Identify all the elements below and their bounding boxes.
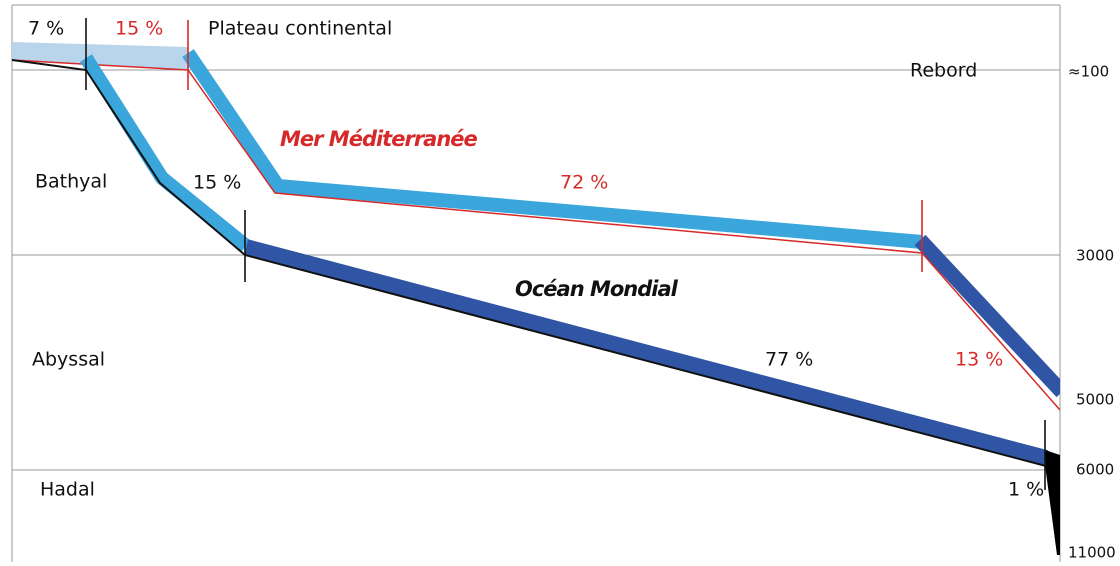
zone: Hadal (40, 479, 95, 501)
percent: 7 % (28, 18, 64, 40)
profiles (12, 42, 1060, 555)
ticks (85, 18, 1046, 490)
percent: 15 % (193, 172, 241, 194)
percent: 1 % (1008, 479, 1044, 501)
percent: 77 % (765, 349, 813, 371)
depth-label: 3000 (1076, 247, 1114, 265)
annotation: Rebord (910, 60, 977, 82)
sea-name: Mer Méditerranée (280, 127, 478, 151)
zone: Abyssal (32, 349, 105, 371)
depth-label: 6000 (1076, 461, 1114, 479)
annotation: Plateau continental (208, 18, 392, 40)
depth-label: ≈100 (1068, 63, 1109, 81)
zone: Bathyal (35, 171, 107, 193)
depth-label: 5000 (1076, 391, 1114, 409)
percent: 13 % (955, 349, 1003, 371)
percent: 72 % (560, 172, 608, 194)
percent: 15 % (115, 18, 163, 40)
ocean-name: Océan Mondial (515, 277, 679, 301)
depth-label: 11000 (1068, 544, 1116, 562)
